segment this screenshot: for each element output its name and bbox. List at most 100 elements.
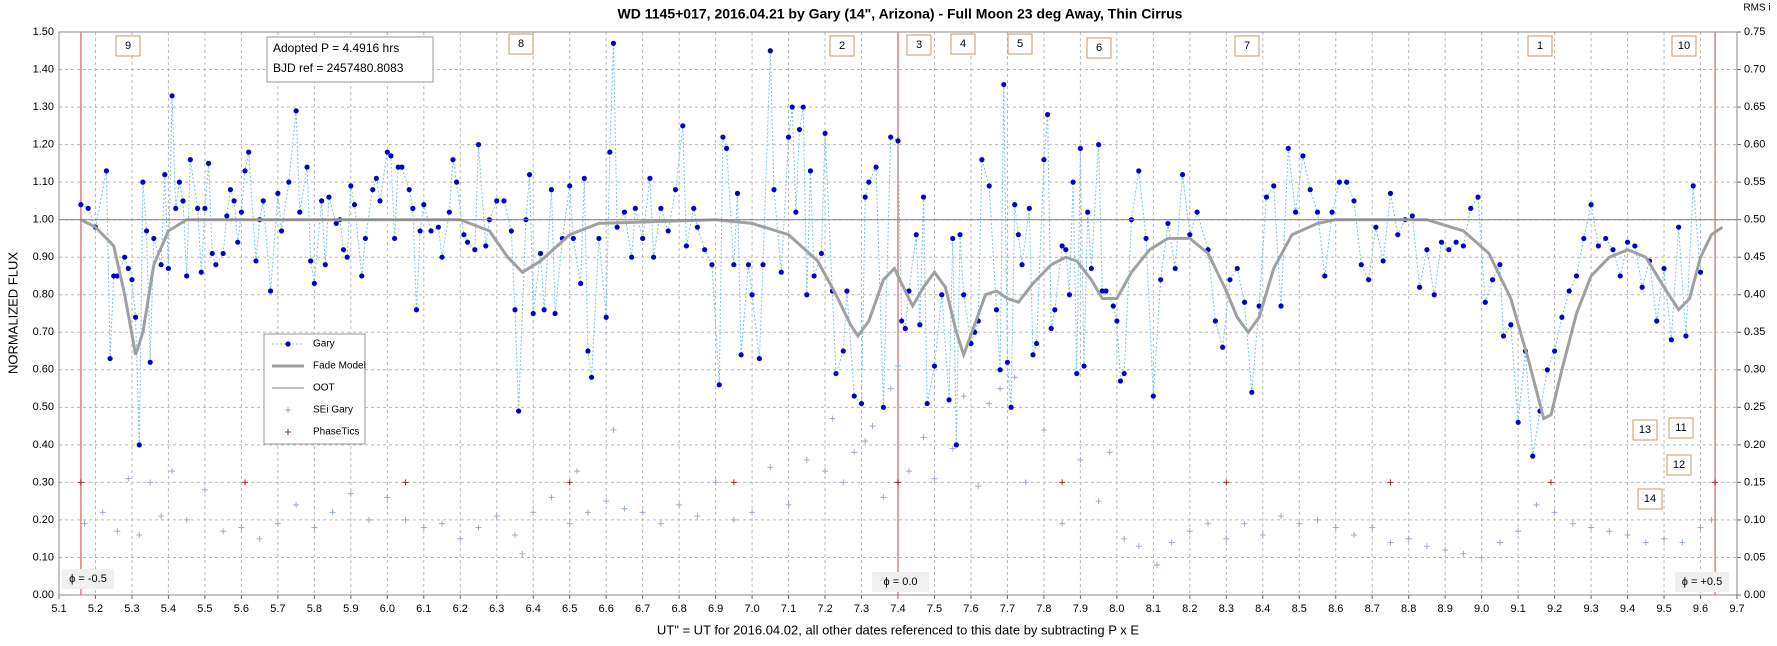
- data-point: [275, 190, 281, 196]
- data-point: [184, 273, 190, 279]
- data-point: [997, 385, 1004, 392]
- data-point: [256, 535, 263, 542]
- y-tick-label: 0.90: [33, 251, 54, 263]
- annotation-label: 12: [1673, 459, 1685, 471]
- data-point: [1712, 479, 1719, 486]
- data-point: [760, 262, 766, 268]
- data-point: [888, 134, 894, 140]
- annotation-box: [1632, 419, 1658, 441]
- annotation-box: [115, 35, 141, 57]
- data-point: [862, 194, 868, 200]
- data-point: [731, 262, 737, 268]
- x-tick-label: 6.7: [635, 603, 650, 615]
- x-tick-label: 6.4: [526, 603, 541, 615]
- phase-label-box: [62, 569, 114, 589]
- data-point: [905, 468, 912, 475]
- x-tick-label: 6.5: [562, 603, 577, 615]
- data-point: [1697, 269, 1704, 275]
- data-point: [548, 187, 555, 193]
- data-point: [1387, 479, 1394, 486]
- data-point: [1278, 513, 1285, 520]
- data-point: [77, 479, 84, 486]
- x-tick-label: 9.4: [1620, 603, 1635, 615]
- data-point: [158, 513, 165, 520]
- data-point: [632, 205, 638, 212]
- data-point: [887, 385, 894, 392]
- annotation-box: [1007, 33, 1033, 55]
- data-point: [151, 235, 157, 242]
- x-tick-label: 8.9: [1438, 603, 1453, 615]
- annotation-label: 10: [1678, 40, 1690, 52]
- info-text: Adopted P = 4.4916 hrs: [273, 41, 399, 55]
- data-point: [410, 205, 416, 212]
- legend-label: Gary: [313, 339, 335, 350]
- data-point: [238, 209, 244, 215]
- data-point: [213, 262, 219, 268]
- y2-tick-label: 0.35: [1744, 326, 1765, 338]
- data-point: [767, 464, 774, 471]
- data-point: [1095, 498, 1102, 505]
- data-point: [1460, 550, 1467, 557]
- data-point: [205, 160, 212, 166]
- data-point: [198, 269, 204, 275]
- data-point: [851, 449, 858, 456]
- data-point: [716, 382, 722, 388]
- data-point: [931, 363, 938, 369]
- data-point: [457, 535, 464, 542]
- data-point: [1227, 277, 1233, 283]
- data-point: [796, 126, 803, 133]
- data-point: [1026, 205, 1032, 212]
- data-point: [274, 520, 281, 527]
- data-point: [107, 355, 113, 362]
- data-point: [778, 269, 784, 275]
- legend-label: PhaseTics: [313, 427, 359, 438]
- data-point: [1121, 370, 1127, 377]
- data-point: [348, 183, 354, 189]
- data-point: [1212, 318, 1218, 324]
- data-point: [1110, 303, 1116, 309]
- data-point: [326, 194, 332, 200]
- data-point: [78, 202, 84, 208]
- data-point: [1256, 303, 1262, 309]
- data-point: [1654, 318, 1660, 324]
- data-point: [304, 164, 310, 170]
- data-point: [1683, 333, 1689, 339]
- data-point: [749, 292, 755, 298]
- y2-tick-label: 0.00: [1744, 589, 1765, 601]
- data-point: [584, 509, 591, 516]
- x-tick-label: 7.1: [781, 603, 796, 615]
- data-point: [493, 513, 500, 520]
- data-point: [1329, 209, 1335, 215]
- data-point: [187, 157, 193, 163]
- data-point: [1603, 235, 1609, 242]
- data-point: [880, 494, 887, 501]
- legend-box: [263, 333, 366, 445]
- data-point: [1048, 325, 1054, 332]
- data-point: [804, 292, 810, 298]
- data-point: [512, 307, 518, 313]
- data-point: [483, 243, 489, 249]
- data-point: [1172, 265, 1178, 272]
- data-point: [308, 258, 314, 264]
- data-point: [785, 134, 792, 140]
- data-point: [351, 202, 358, 208]
- data-point: [1106, 449, 1113, 456]
- data-point: [311, 280, 317, 287]
- data-point: [435, 224, 441, 230]
- data-point: [1624, 531, 1631, 538]
- data-point: [176, 179, 182, 185]
- data-point: [1533, 501, 1540, 508]
- data-point: [676, 501, 683, 508]
- data-point: [1179, 172, 1186, 178]
- x-tick-label: 5.7: [270, 603, 285, 615]
- data-point: [738, 352, 744, 358]
- x-tick-label: 6.8: [671, 603, 686, 615]
- data-point: [610, 40, 617, 46]
- data-point: [1405, 535, 1412, 542]
- data-point: [1307, 187, 1313, 193]
- x-tick-label: 8.8: [1401, 603, 1416, 615]
- legend-label: SEi Gary: [313, 405, 353, 416]
- data-point: [293, 108, 299, 114]
- data-point: [224, 213, 230, 219]
